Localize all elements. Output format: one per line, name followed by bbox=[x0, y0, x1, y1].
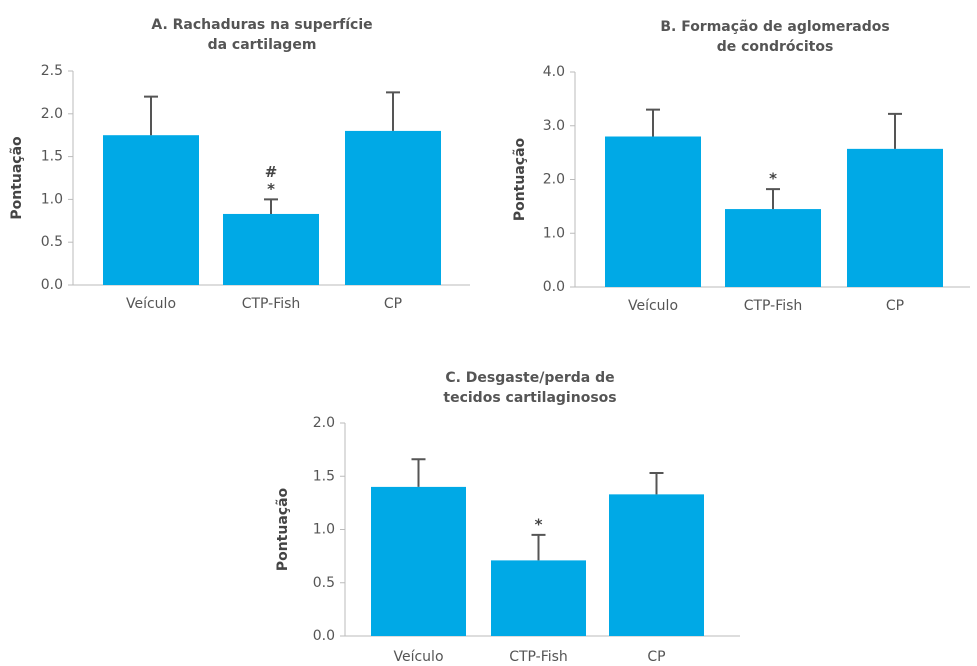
bar-annotation: # bbox=[265, 163, 278, 181]
chart-title: A. Rachaduras na superfície bbox=[151, 17, 372, 33]
x-tick-label: CTP-Fish bbox=[242, 296, 301, 312]
x-tick-label: Veículo bbox=[628, 298, 678, 314]
error-bar bbox=[411, 458, 426, 487]
y-axis-label: Pontuação bbox=[512, 137, 528, 221]
chart-title: de condrócitos bbox=[717, 39, 834, 55]
error-bar bbox=[646, 108, 660, 137]
x-tick-label: Veículo bbox=[393, 649, 443, 665]
y-tick-label: 0.0 bbox=[313, 628, 335, 644]
error-bar bbox=[766, 188, 780, 210]
y-tick-label: 1.5 bbox=[41, 149, 63, 165]
bar bbox=[371, 486, 466, 636]
bar-annotation: * bbox=[267, 180, 275, 198]
y-tick-label: 1.0 bbox=[313, 522, 335, 538]
chart-title: B. Formação de aglomerados bbox=[660, 19, 889, 35]
bar bbox=[103, 135, 199, 285]
y-tick-label: 3.0 bbox=[543, 118, 565, 134]
x-tick-label: CP bbox=[647, 649, 665, 665]
error-bar bbox=[386, 91, 400, 131]
bar bbox=[223, 213, 319, 285]
bar-annotation: * bbox=[769, 170, 777, 188]
y-tick-label: 0.5 bbox=[41, 234, 63, 250]
x-tick-label: CP bbox=[384, 296, 402, 312]
y-tick-label: 2.0 bbox=[313, 415, 335, 431]
y-tick-label: 0.5 bbox=[313, 575, 335, 591]
y-tick-label: 0.0 bbox=[543, 279, 565, 295]
x-tick-label: Veículo bbox=[126, 296, 176, 312]
bar-annotation: * bbox=[535, 515, 543, 533]
y-tick-label: 1.5 bbox=[313, 468, 335, 484]
bar bbox=[609, 494, 704, 636]
y-tick-label: 2.0 bbox=[41, 106, 63, 122]
bar bbox=[605, 136, 701, 287]
x-tick-label: CP bbox=[886, 298, 904, 314]
y-tick-label: 2.5 bbox=[41, 63, 63, 79]
y-tick-label: 0.0 bbox=[41, 277, 63, 293]
bar bbox=[345, 130, 441, 285]
y-tick-label: 1.0 bbox=[41, 191, 63, 207]
chart-title: C. Desgaste/perda de bbox=[445, 370, 614, 386]
y-axis-label: Pontuação bbox=[275, 487, 291, 571]
error-bar bbox=[649, 472, 664, 495]
x-tick-label: CTP-Fish bbox=[744, 298, 803, 314]
bar bbox=[491, 560, 586, 636]
error-bar bbox=[888, 112, 902, 149]
x-tick-label: CTP-Fish bbox=[509, 649, 568, 665]
error-bar bbox=[531, 533, 546, 561]
y-tick-label: 4.0 bbox=[543, 64, 565, 80]
y-tick-label: 1.0 bbox=[543, 225, 565, 241]
chart-title: tecidos cartilaginosos bbox=[443, 390, 616, 406]
bar bbox=[725, 209, 821, 287]
bar bbox=[847, 148, 943, 287]
chart-title: da cartilagem bbox=[208, 37, 317, 53]
y-tick-label: 2.0 bbox=[543, 172, 565, 188]
y-axis-label: Pontuação bbox=[9, 136, 25, 220]
error-bar bbox=[264, 198, 278, 214]
error-bar bbox=[144, 95, 158, 136]
